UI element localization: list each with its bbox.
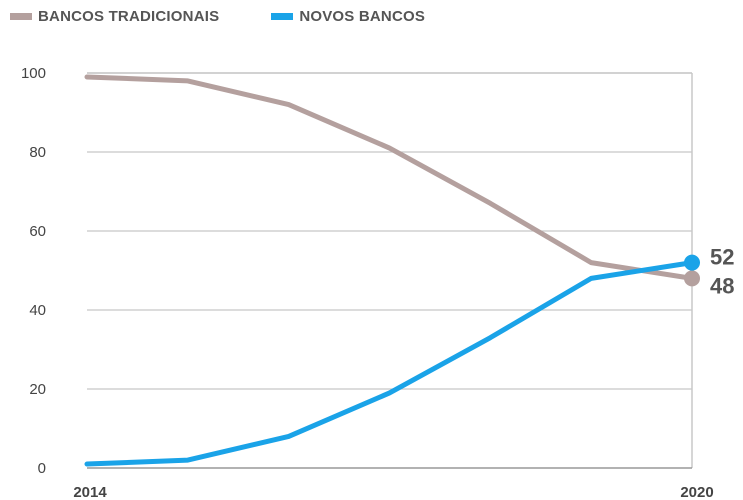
legend-label-novos-bancos: NOVOS BANCOS (299, 8, 426, 25)
legend-item-bancos-tradicionais: BANCOS TRADICIONAIS (10, 8, 219, 25)
y-tick-label-100: 100 (21, 65, 46, 82)
legend: BANCOS TRADICIONAIS NOVOS BANCOS (10, 8, 477, 25)
series-end-marker-1 (684, 254, 700, 271)
y-tick-label-0: 0 (38, 460, 46, 477)
series-end-label-0: 48 (710, 273, 734, 298)
y-tick-label-60: 60 (29, 223, 46, 240)
x-tick-label-end: 2020 (680, 484, 713, 500)
y-tick-label-40: 40 (29, 302, 46, 319)
series-line-1 (84, 260, 695, 467)
x-tick-label-start: 2014 (73, 484, 107, 500)
legend-swatch-novos-bancos (271, 13, 294, 20)
series-end-label-1: 52 (710, 245, 734, 270)
y-tick-label-20: 20 (29, 381, 46, 398)
y-tick-label-80: 80 (29, 144, 46, 161)
legend-item-novos-bancos: NOVOS BANCOS (271, 8, 425, 25)
legend-swatch-bancos-tradicionais (10, 13, 32, 20)
series-end-marker-0 (684, 270, 700, 287)
legend-label-bancos-tradicionais: BANCOS TRADICIONAIS (38, 8, 220, 25)
series-line-0 (84, 74, 695, 281)
